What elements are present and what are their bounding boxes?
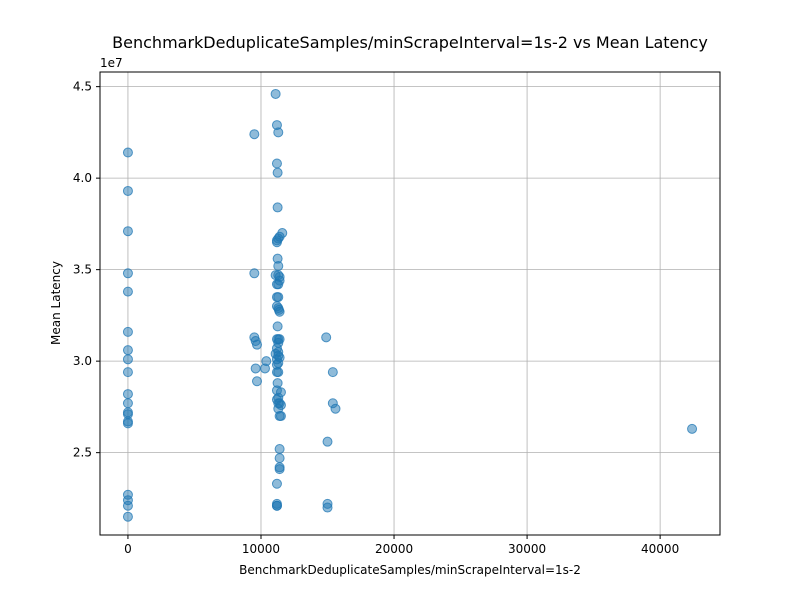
data-point bbox=[273, 292, 284, 303]
data-point bbox=[271, 158, 282, 169]
data-point bbox=[270, 88, 281, 99]
data-points bbox=[122, 88, 698, 522]
data-point bbox=[251, 339, 262, 350]
data-point bbox=[122, 268, 133, 279]
data-point bbox=[249, 129, 260, 140]
data-point bbox=[122, 511, 133, 522]
data-point bbox=[251, 376, 262, 387]
data-point bbox=[274, 443, 285, 454]
data-point bbox=[271, 500, 282, 511]
data-point bbox=[322, 502, 333, 513]
data-point bbox=[122, 500, 133, 511]
data-point bbox=[122, 147, 133, 158]
data-point bbox=[271, 237, 282, 248]
y-tick-label: 2.5 bbox=[73, 446, 92, 460]
y-tick-label: 4.0 bbox=[73, 171, 92, 185]
y-tick-label: 3.5 bbox=[73, 263, 92, 277]
data-point bbox=[122, 354, 133, 365]
data-point bbox=[274, 464, 285, 475]
data-point bbox=[122, 226, 133, 237]
data-point bbox=[122, 367, 133, 378]
data-point bbox=[274, 306, 285, 317]
data-point bbox=[122, 286, 133, 297]
data-point bbox=[122, 389, 133, 400]
x-tick-label: 10000 bbox=[242, 542, 280, 556]
data-point bbox=[327, 367, 338, 378]
x-axis-ticks: 0 10000 20000 30000 40000 bbox=[124, 535, 679, 556]
chart-title: BenchmarkDeduplicateSamples/minScrapeInt… bbox=[112, 33, 708, 52]
data-point bbox=[122, 398, 133, 409]
data-point bbox=[271, 478, 282, 489]
y-tick-label: 3.0 bbox=[73, 354, 92, 368]
x-tick-label: 20000 bbox=[375, 542, 413, 556]
data-point bbox=[272, 321, 283, 332]
data-point bbox=[259, 363, 270, 374]
data-point bbox=[274, 411, 285, 422]
data-point bbox=[249, 268, 260, 279]
plot-area: 0 10000 20000 30000 40000 2.5 3.0 3.5 4.0 4.5 bbox=[73, 71, 721, 556]
x-tick-label: 30000 bbox=[508, 542, 546, 556]
y-tick-label: 4.5 bbox=[73, 80, 92, 94]
data-point bbox=[274, 453, 285, 464]
y-axis-label: Mean Latency bbox=[49, 261, 63, 345]
y-axis-offset-label: 1e7 bbox=[100, 56, 123, 70]
data-point bbox=[273, 260, 284, 271]
data-point bbox=[271, 367, 282, 378]
data-point bbox=[273, 279, 284, 290]
data-point bbox=[273, 127, 284, 138]
data-point bbox=[122, 185, 133, 196]
plot-border bbox=[99, 71, 721, 536]
x-axis-label: BenchmarkDeduplicateSamples/minScrapeInt… bbox=[239, 563, 581, 577]
y-axis-ticks: 2.5 3.0 3.5 4.0 4.5 bbox=[73, 80, 100, 460]
data-point bbox=[330, 403, 341, 414]
x-tick-label: 40000 bbox=[641, 542, 679, 556]
data-point bbox=[321, 332, 332, 343]
data-point bbox=[272, 202, 283, 213]
data-point bbox=[122, 345, 133, 356]
grid-lines bbox=[100, 72, 720, 535]
data-point bbox=[250, 363, 261, 374]
plot-background bbox=[100, 72, 720, 535]
data-point bbox=[322, 436, 333, 447]
data-point bbox=[272, 167, 283, 178]
data-point bbox=[687, 423, 698, 434]
data-point bbox=[122, 326, 133, 337]
x-tick-label: 0 bbox=[124, 542, 132, 556]
data-point bbox=[122, 418, 133, 429]
